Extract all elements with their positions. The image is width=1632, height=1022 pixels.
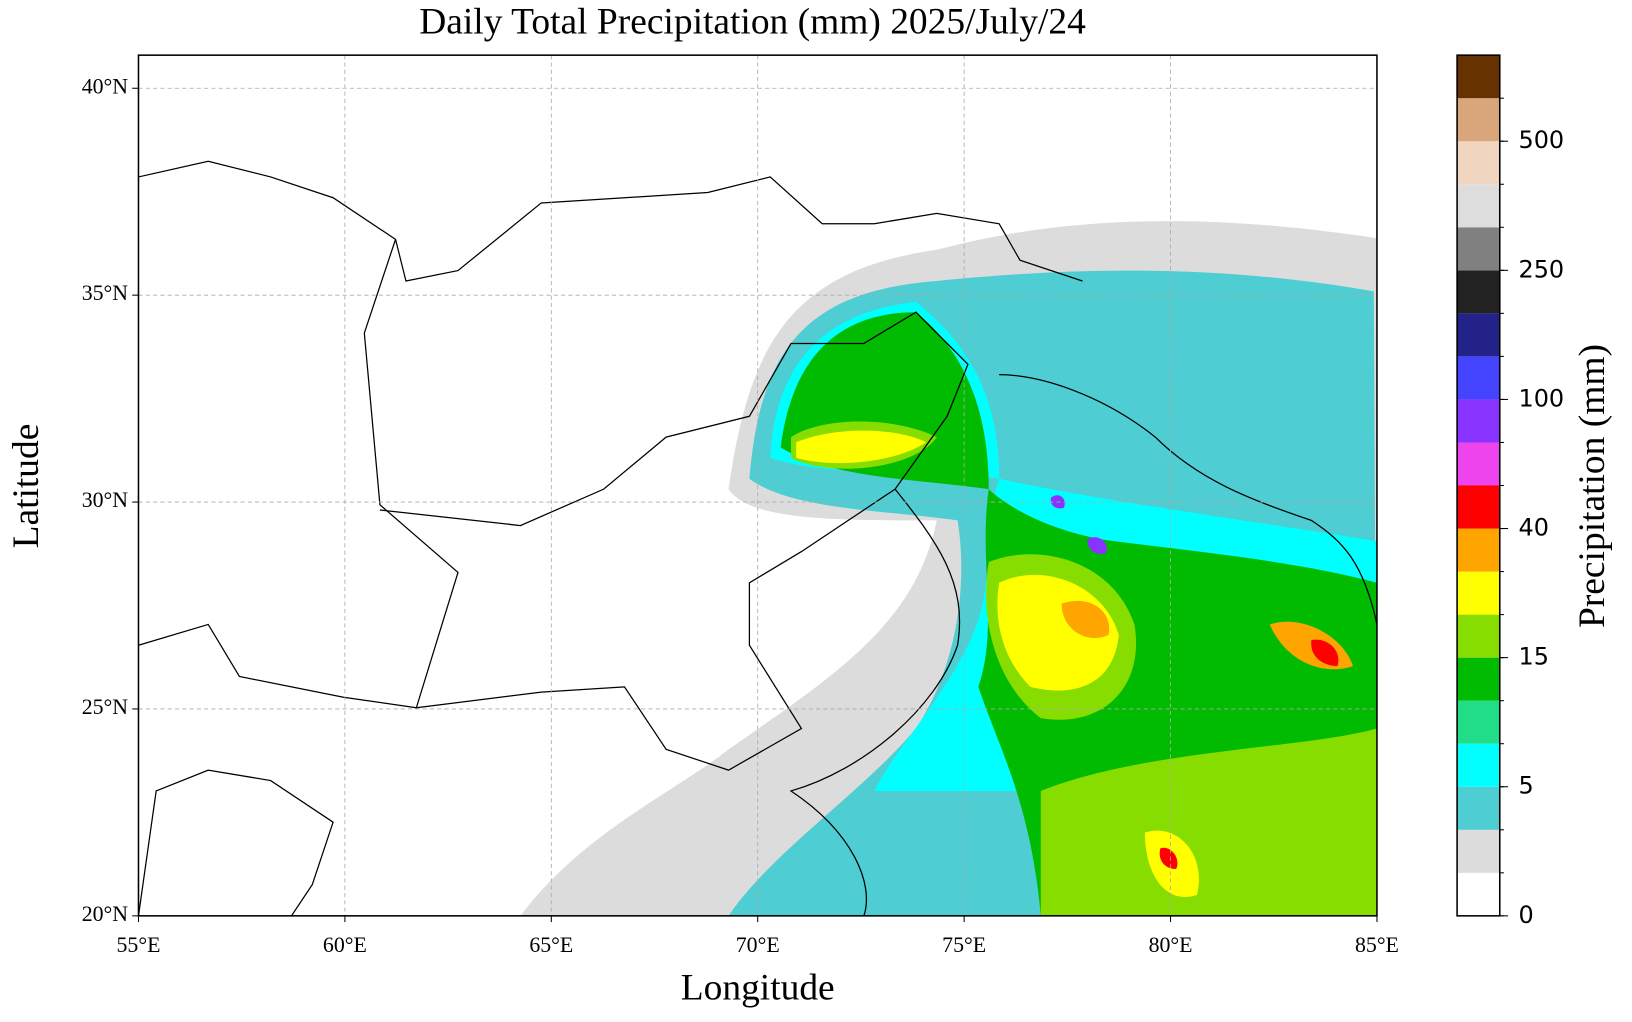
colorbar-tick-label: 40 [1518,514,1548,542]
borders [138,160,1377,916]
colorbar-bin [1457,829,1500,873]
colorbar-bin [1457,55,1500,99]
y-tick-label: 20°N [82,902,129,926]
precip-area [1050,495,1107,555]
colorbar-label: Precipitation (mm) [1572,344,1613,628]
colorbar-tick-label: 500 [1518,126,1564,154]
colorbar-bin [1457,184,1500,228]
colorbar-bin [1457,528,1500,572]
x-tick-label: 85°E [1355,933,1399,957]
colorbar-tick-label: 15 [1518,643,1548,671]
precip-area [796,430,1199,898]
country-border [789,488,961,916]
colorbar-tick-label: 5 [1518,772,1533,800]
colorbar-bin [1457,614,1500,658]
colorbar-bin [1457,571,1500,615]
coastline [138,623,417,916]
x-tick-label: 75°E [942,933,986,957]
colorbar-bin [1457,356,1500,400]
y-tick-label: 35°N [82,281,129,305]
colorbar-bin [1457,399,1500,443]
x-tick-label: 70°E [736,933,780,957]
colorbar-bin [1457,270,1500,314]
colorbar-bin [1457,227,1500,271]
country-border [138,160,1083,282]
colorbar-bin [1457,98,1500,142]
country-border [363,239,969,771]
colorbar-bin [1457,313,1500,357]
country-border [999,374,1377,625]
colorbar-bin [1457,141,1500,185]
y-tick-label: 30°N [82,488,129,512]
colorbar-bin [1457,786,1500,830]
x-tick-label: 65°E [529,933,573,957]
colorbar-bin [1457,872,1500,916]
map-title: Daily Total Precipitation (mm) 2025/July… [419,2,1086,43]
colorbar-tick-label: 0 [1518,901,1533,929]
x-tick-label: 80°E [1149,933,1193,957]
x-tick-label: 60°E [323,933,367,957]
precip-field [520,221,1377,916]
colorbar-bin [1457,485,1500,529]
y-tick-label: 40°N [82,74,129,98]
x-tick-label: 55°E [117,933,161,957]
colorbar-bin [1457,657,1500,701]
y-axis-label: Latitude [6,424,47,549]
colorbar-tick-label: 250 [1518,255,1564,283]
colorbar-tick-label: 100 [1518,384,1564,412]
colorbar-bin [1457,700,1500,744]
colorbar-bin [1457,743,1500,787]
y-tick-label: 25°N [82,695,129,719]
x-axis-label: Longitude [681,967,835,1008]
colorbar-bin [1457,442,1500,486]
